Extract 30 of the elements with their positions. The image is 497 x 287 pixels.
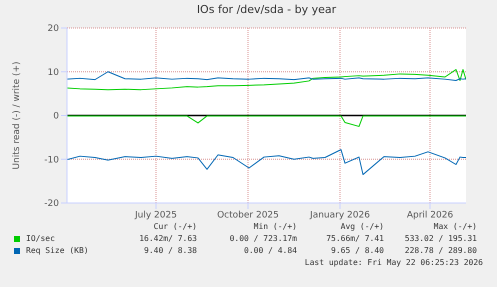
text: Avg (-/+) [340,222,384,232]
y-axis-title: Units read (-) / write (+) [12,61,22,170]
chart-title: IOs for /dev/sda - by year [196,3,338,16]
text: 9.65 / 8.40 [331,246,384,255]
y-tick-label: 20 [48,24,60,34]
line-series [67,71,466,81]
x-tick-label: July 2025 [134,210,177,220]
legend-label: IO/sec [26,234,55,244]
y-tick-label: -20 [44,199,60,210]
text: 228.78 / 289.80 [404,246,477,256]
text: Last update: Fri May 22 06:25:23 2026 [304,258,483,268]
text: 75.66m/ 7.41 [326,234,384,243]
text: Cur (-/+) [152,222,197,232]
text: Max (-/+) [432,222,477,232]
y-tick-label: 10 [48,68,60,78]
text: 9.40 / 8.38 [143,246,197,256]
text: 0.00 / 4.84 [243,246,297,256]
text: Min (-/+) [252,222,297,232]
x-tick-label: April 2026 [406,210,454,220]
y-tick-label: -10 [44,155,60,166]
text: 0.00 / 723.17m [228,234,297,244]
y-tick-label: 0 [53,112,60,122]
line-series [67,69,466,90]
line-series [67,149,466,176]
line-series [67,115,466,127]
legend-label: Req Size (KB) [26,246,89,256]
x-tick-label: January 2026 [309,210,370,220]
text: 16.42m/ 7.63 [138,234,197,244]
x-tick-label: October 2025 [217,210,279,220]
text: 533.02 / 195.31 [404,234,477,244]
